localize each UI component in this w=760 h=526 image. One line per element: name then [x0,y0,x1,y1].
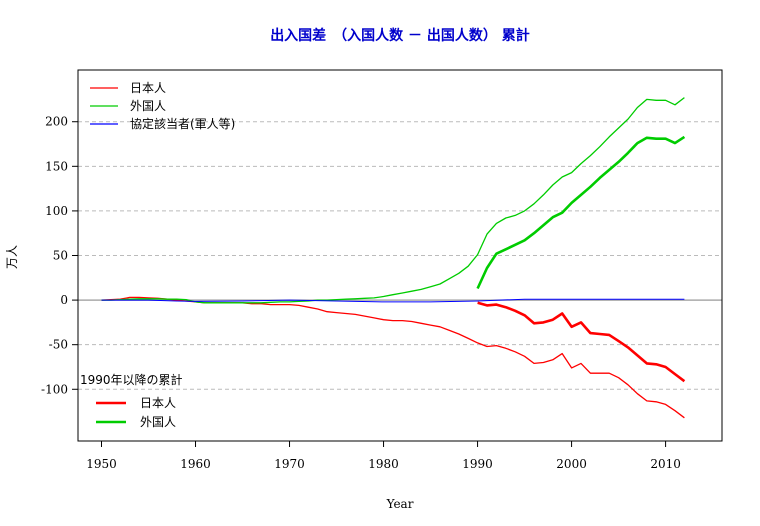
x-axis-label: Year [386,497,414,511]
grid-lines [78,121,722,390]
x-tick-label: 1980 [368,457,399,471]
y-tick-label: 100 [45,204,68,218]
x-tick-label: 1990 [462,457,493,471]
y-axis-label: 万人 [5,245,19,269]
series-line-1 [101,97,685,304]
chart-title: 出入国差 （入国人数 － 出国人数） 累計 [270,27,530,44]
y-tick-label: 150 [45,159,68,173]
x-tick-label: 1950 [86,457,117,471]
legend-label: 日本人 [130,81,166,95]
series-line-3 [477,301,686,383]
legend-label: 協定該当者(軍人等) [130,116,235,131]
legend-label: 外国人 [130,99,166,113]
series-line-4 [476,135,686,290]
y-tick-label: 0 [60,293,68,307]
y-tick-label: -100 [41,382,68,396]
legend-label: 外国人 [140,415,176,429]
y-axis: -100 -50 0 50 100 150 200 [41,115,78,396]
legend-label: 日本人 [140,396,176,410]
x-axis: 1950 1960 1970 1980 1990 2000 2010 [86,441,681,471]
x-tick-label: 2010 [650,457,681,471]
series-line-0 [101,296,685,419]
y-tick-label: -50 [49,338,68,352]
x-tick-label: 1960 [180,457,211,471]
y-tick-label: 200 [45,115,68,129]
x-tick-label: 1970 [274,457,305,471]
y-tick-label: 50 [53,249,68,263]
series-layer [101,97,686,419]
series-line-2 [101,298,685,303]
legend-title: 1990年以降の累計 [80,372,183,387]
x-tick-label: 2000 [556,457,587,471]
